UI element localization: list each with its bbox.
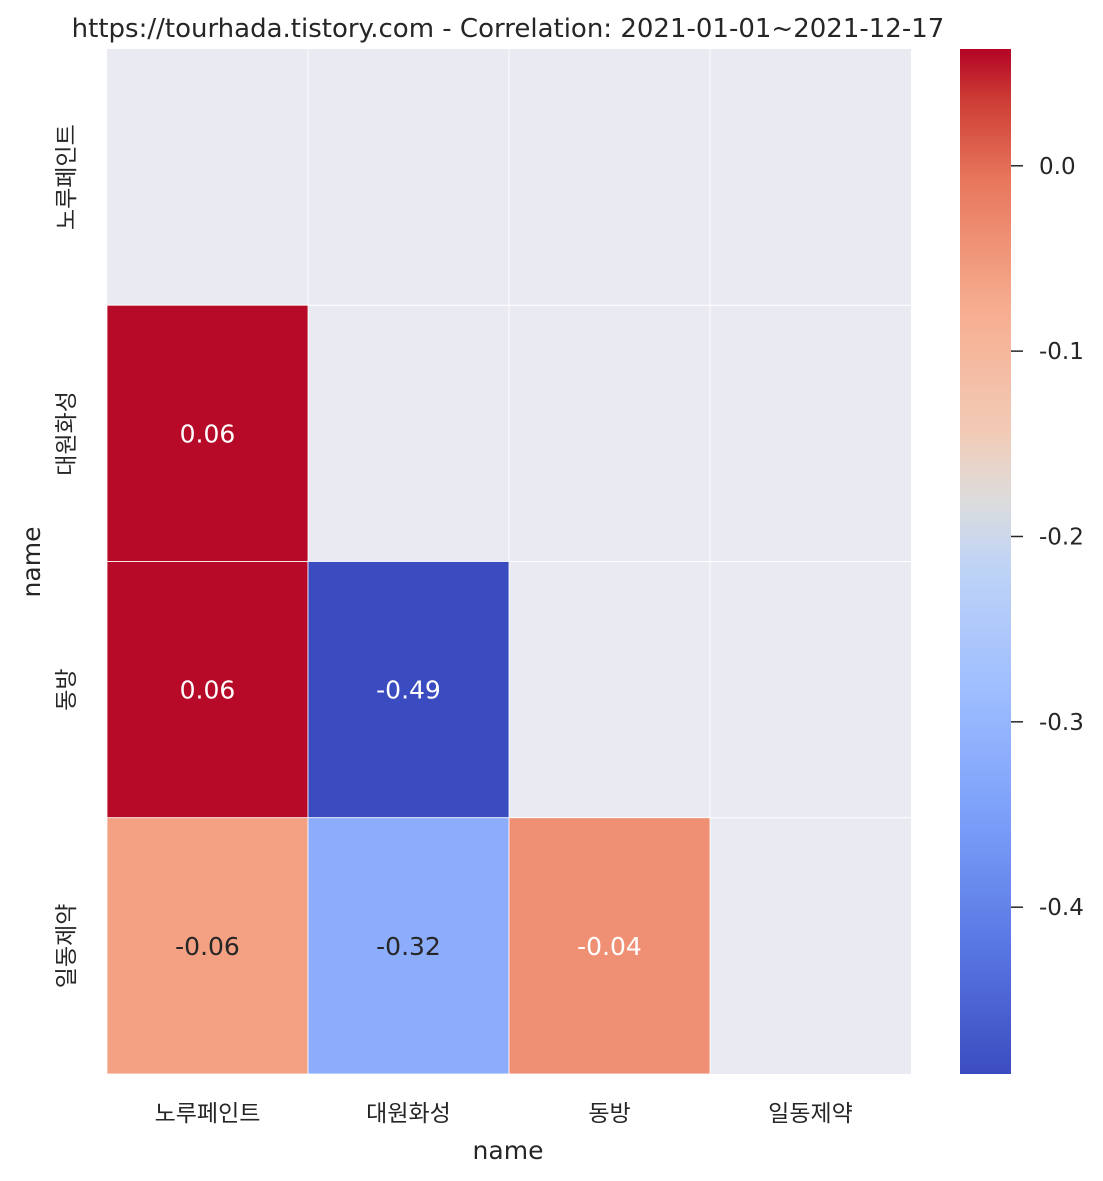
- x-tick-label: 동방: [588, 1101, 630, 1127]
- masked-cell: [710, 49, 911, 306]
- x-tick-label: 노루페인트: [155, 1101, 261, 1127]
- heatmap-cell: [508, 817, 711, 1075]
- cell-annotation: 0.06: [180, 419, 236, 448]
- cell-annotation: -0.04: [577, 932, 642, 961]
- x-tick-label: 일동제약: [768, 1101, 853, 1127]
- y-tick-label: 노루페인트: [54, 124, 80, 230]
- masked-cell: [509, 49, 710, 306]
- colorbar: 0.0 -0.1 -0.2 -0.3 -0.4: [960, 49, 1084, 1074]
- cell-annotation: 0.06: [180, 676, 236, 705]
- colorbar-tick-label: -0.1: [1039, 339, 1084, 365]
- y-tick-label: 일동제약: [54, 904, 80, 989]
- colorbar-tick-label: -0.4: [1039, 895, 1084, 921]
- masked-cell: [710, 561, 911, 818]
- y-tick-label: 동방: [54, 668, 80, 710]
- y-axis-label: name: [17, 527, 46, 598]
- heatmap-cell: [106, 304, 309, 562]
- masked-cell: [107, 49, 308, 306]
- colorbar-tick-label: -0.2: [1039, 524, 1084, 550]
- colorbar-tick-label: -0.3: [1039, 710, 1084, 736]
- colorbar-gradient: [960, 49, 1011, 1074]
- y-tick-label: 대원화성: [54, 391, 80, 476]
- masked-cell: [710, 817, 911, 1074]
- cell-annotation: -0.06: [175, 932, 240, 961]
- heatmap-cell: [106, 561, 309, 819]
- x-axis-ticks: 노루페인트 대원화성 동방 일동제약: [155, 1101, 853, 1127]
- heatmap-cell: [307, 561, 510, 819]
- colorbar-tick-label: 0.0: [1039, 154, 1076, 180]
- cell-annotation: -0.32: [376, 932, 441, 961]
- x-axis-label: name: [473, 1136, 544, 1165]
- masked-cell: [308, 305, 509, 562]
- masked-cell: [308, 49, 509, 306]
- x-tick-label: 대원화성: [366, 1101, 451, 1127]
- chart-title: https://tourhada.tistory.com - Correlati…: [72, 14, 945, 44]
- heatmap-plot-area: 0.06 0.06 -0.49 -0.06 -0.32 -0.04: [106, 49, 911, 1075]
- masked-cell: [509, 305, 710, 562]
- masked-cell: [509, 561, 710, 818]
- heatmap-cell: [106, 817, 309, 1075]
- masked-cell: [710, 305, 911, 562]
- cell-annotation: -0.49: [376, 676, 441, 705]
